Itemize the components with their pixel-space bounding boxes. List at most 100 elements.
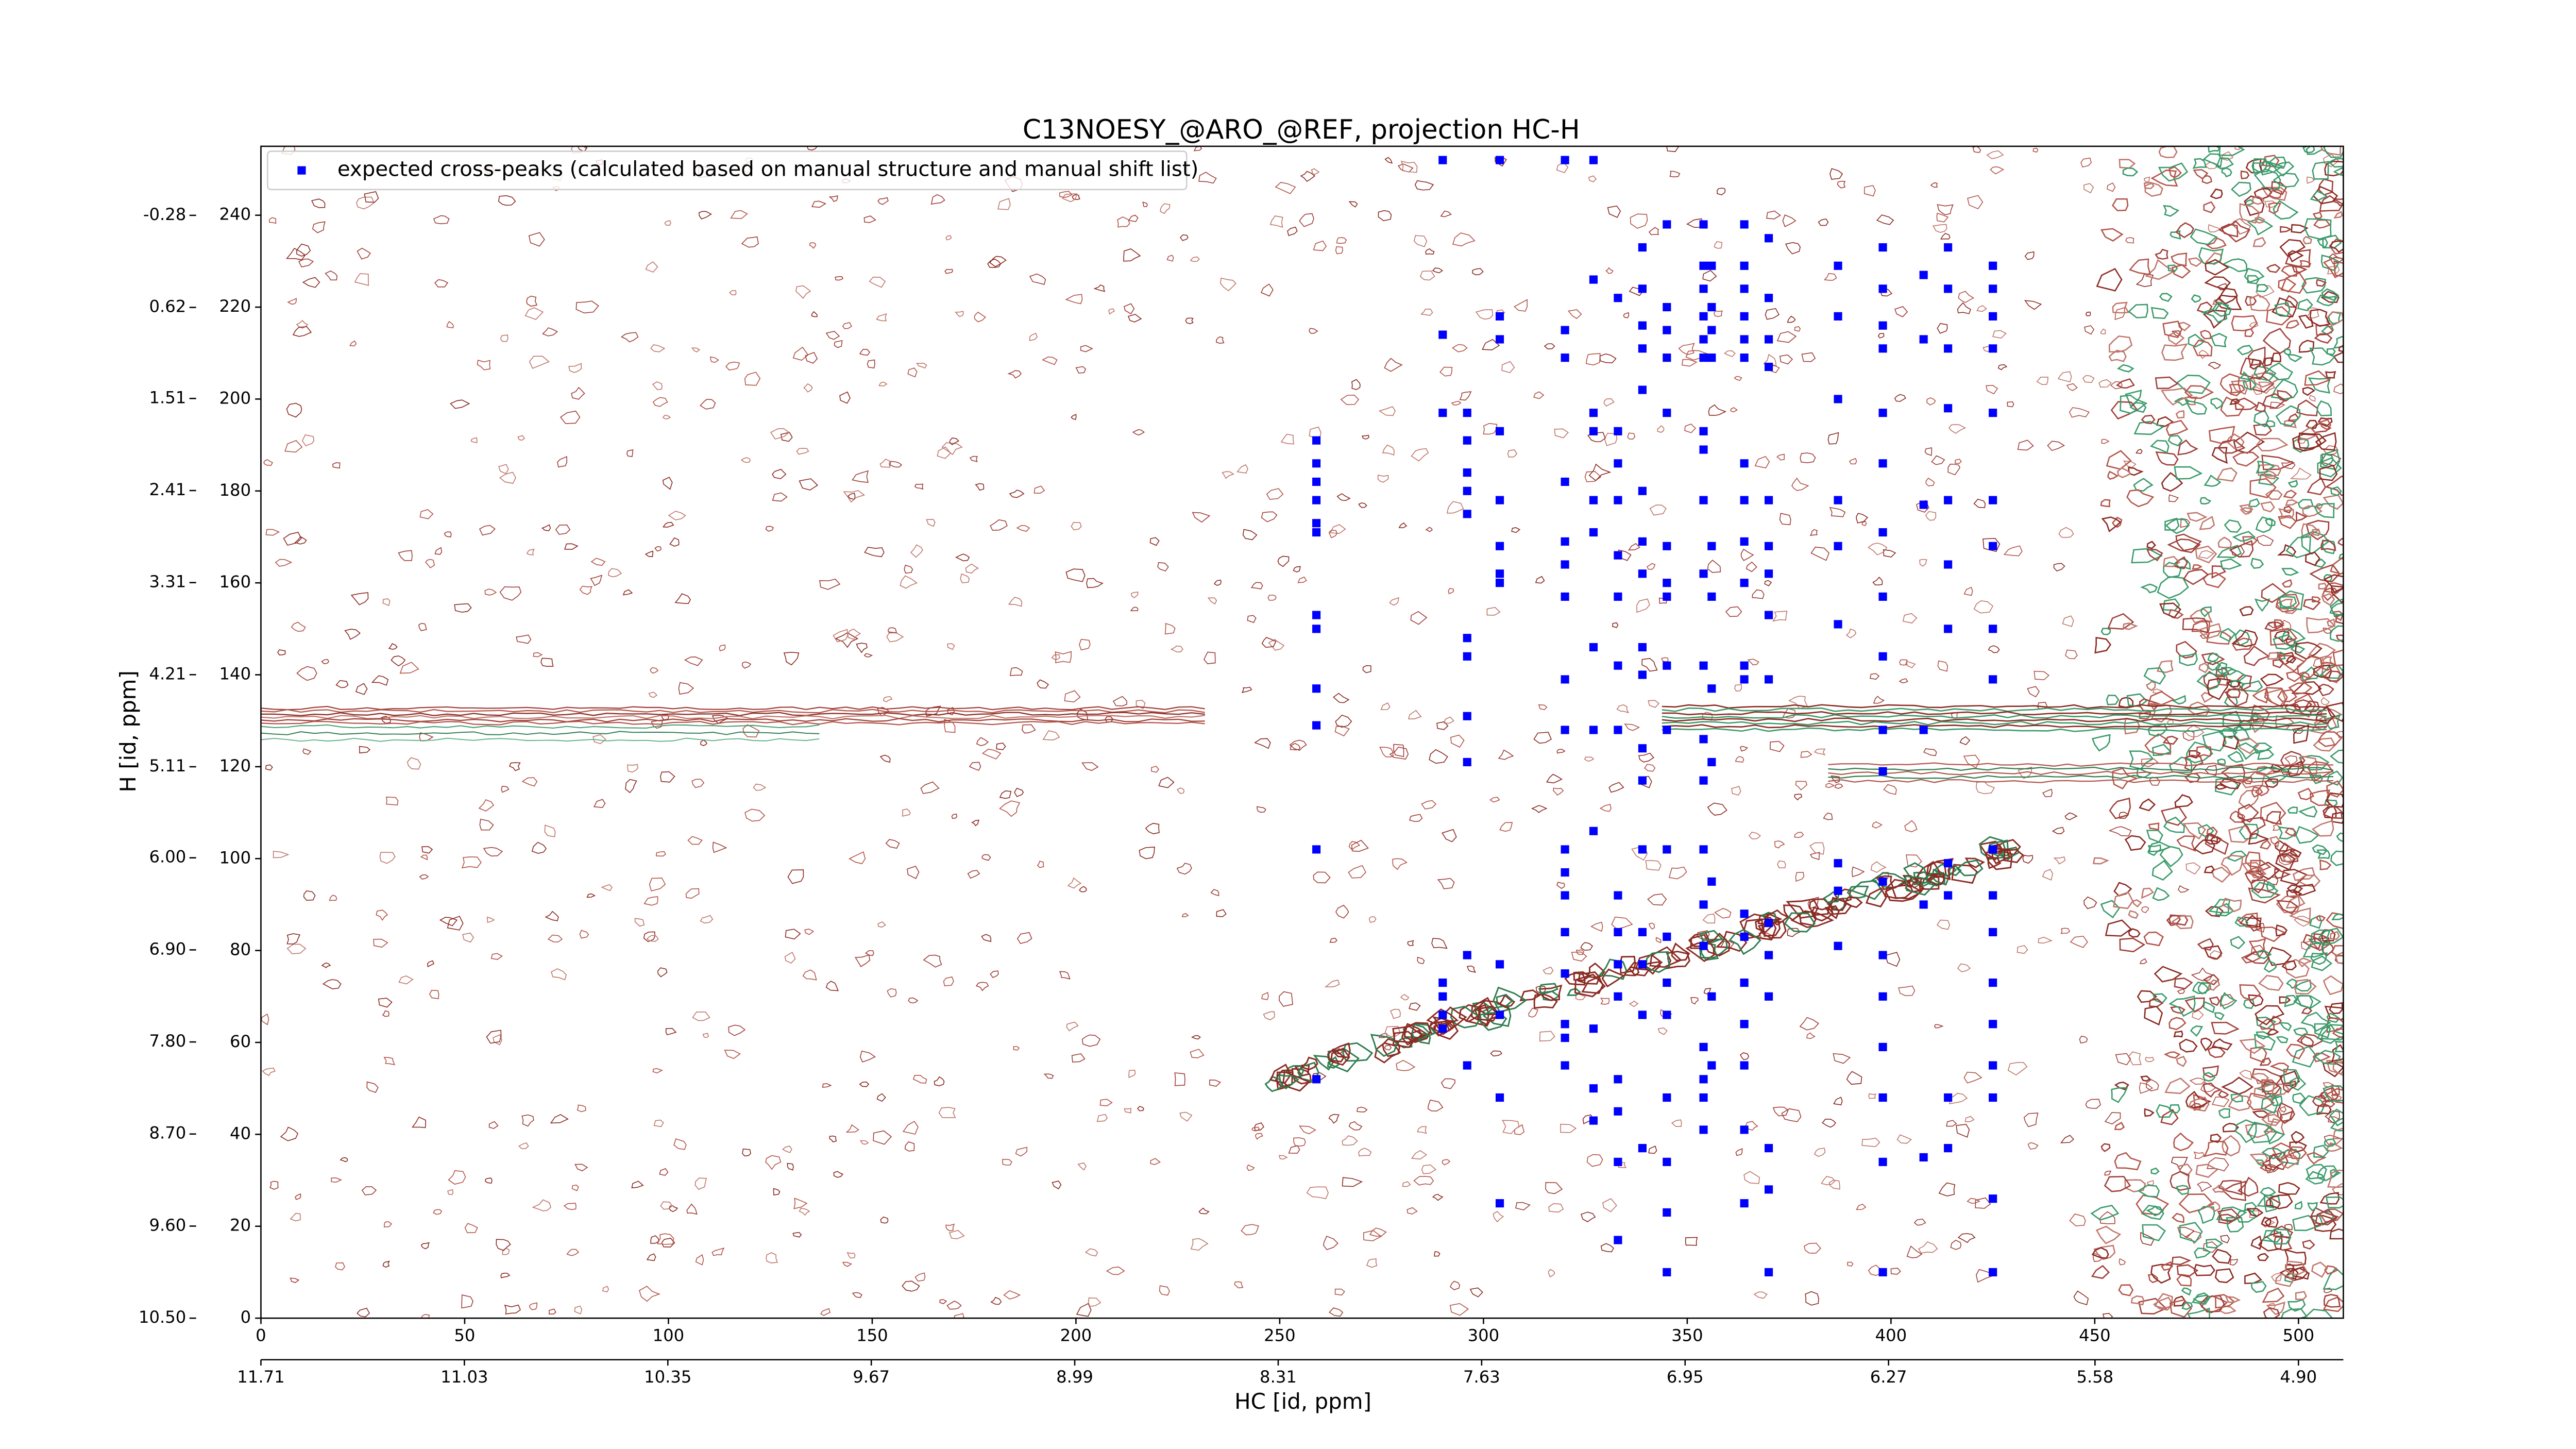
- contour: [1335, 714, 1352, 728]
- contour: [1493, 986, 1528, 1013]
- contour: [799, 1207, 810, 1216]
- contour: [1128, 214, 1139, 222]
- contour: [373, 938, 388, 948]
- contour: [2262, 393, 2286, 409]
- contour: [560, 410, 581, 424]
- contour: [833, 1171, 844, 1178]
- contour: [1533, 993, 1558, 1009]
- contour: [2247, 1121, 2278, 1143]
- contour: [1071, 522, 1082, 531]
- contour: [2270, 378, 2298, 400]
- contour: [2199, 497, 2212, 505]
- contour: [1535, 576, 1545, 584]
- contour: [1948, 865, 1962, 877]
- contour: [2310, 952, 2328, 965]
- contour: [574, 1305, 583, 1315]
- contour: [2145, 1057, 2155, 1063]
- contour: [2184, 754, 2204, 772]
- contour: [2182, 730, 2195, 741]
- contour: [1447, 501, 1464, 514]
- contour: [2212, 1184, 2226, 1193]
- contour: [2164, 517, 2180, 531]
- contour: [1408, 710, 1422, 719]
- contour: [2253, 409, 2269, 428]
- contour: [1923, 748, 1937, 756]
- contour: [2281, 628, 2306, 648]
- cross-peak-marker: [1312, 1075, 1321, 1084]
- contour: [1207, 597, 1217, 605]
- contour: [2261, 1217, 2272, 1226]
- contour: [1531, 805, 1548, 813]
- cross-peak-marker: [1699, 941, 1708, 950]
- y-tick-label: 240: [219, 205, 251, 224]
- contour: [1898, 985, 1916, 997]
- contour: [2301, 939, 2313, 950]
- cross-peak-marker: [1463, 409, 1471, 417]
- streak: [1662, 711, 2327, 716]
- contour: [2305, 551, 2320, 566]
- cross-peak-marker: [1765, 335, 1773, 344]
- cross-peak-marker: [1589, 427, 1598, 435]
- contour: [2231, 629, 2258, 647]
- contour: [700, 739, 707, 747]
- contour: [379, 852, 396, 864]
- contour: [2248, 887, 2281, 904]
- contour: [2266, 881, 2276, 892]
- contour: [741, 236, 759, 248]
- contour: [2136, 767, 2152, 779]
- contour: [2241, 817, 2266, 835]
- contour: [2332, 1183, 2344, 1195]
- contour: [842, 1261, 852, 1267]
- contour: [620, 332, 639, 343]
- contour: [2171, 252, 2188, 267]
- contour: [1117, 216, 1130, 228]
- contour: [399, 662, 419, 674]
- contour: [2154, 1293, 2173, 1309]
- contour: [981, 854, 991, 861]
- contour: [1220, 277, 1236, 292]
- contour: [2219, 994, 2235, 1007]
- contour: [2208, 362, 2222, 369]
- contour: [2128, 1051, 2142, 1066]
- contour: [2292, 867, 2315, 881]
- cross-peak-marker: [1614, 592, 1622, 601]
- y-tick-label: 140: [219, 664, 251, 684]
- contour: [2197, 623, 2222, 639]
- contour: [2333, 383, 2344, 395]
- contour: [796, 448, 809, 455]
- contour: [943, 976, 954, 987]
- contour: [2024, 251, 2035, 260]
- streak: [1662, 724, 2327, 729]
- contour: [944, 268, 953, 274]
- contour: [665, 1028, 677, 1036]
- contour: [1734, 684, 1742, 692]
- contour: [2301, 523, 2319, 539]
- legend-frame: [267, 150, 1188, 191]
- contour: [2305, 419, 2318, 429]
- contour: [1937, 323, 1948, 334]
- contour: [1671, 942, 1690, 962]
- contour: [2214, 784, 2229, 790]
- contour: [1033, 485, 1045, 494]
- contour: [2248, 938, 2266, 953]
- contour: [311, 198, 326, 208]
- contour: [1730, 407, 1738, 413]
- contour: [269, 217, 277, 224]
- contour: [1511, 527, 1521, 533]
- streak: [1828, 774, 2334, 780]
- contour: [364, 191, 379, 203]
- contour: [439, 917, 458, 926]
- y-tick-label: 0: [241, 1307, 251, 1327]
- contour: [571, 386, 585, 400]
- contour: [1894, 394, 1906, 402]
- contour: [1894, 306, 1908, 317]
- cross-peak-marker: [1663, 409, 1671, 417]
- contour: [2239, 984, 2261, 1001]
- cross-peak-marker: [1699, 1125, 1708, 1134]
- contour: [1544, 343, 1555, 349]
- contour: [265, 529, 280, 536]
- contour: [2318, 582, 2328, 589]
- contour: [2119, 937, 2146, 953]
- contour: [2146, 1205, 2164, 1217]
- contour: [2234, 916, 2249, 927]
